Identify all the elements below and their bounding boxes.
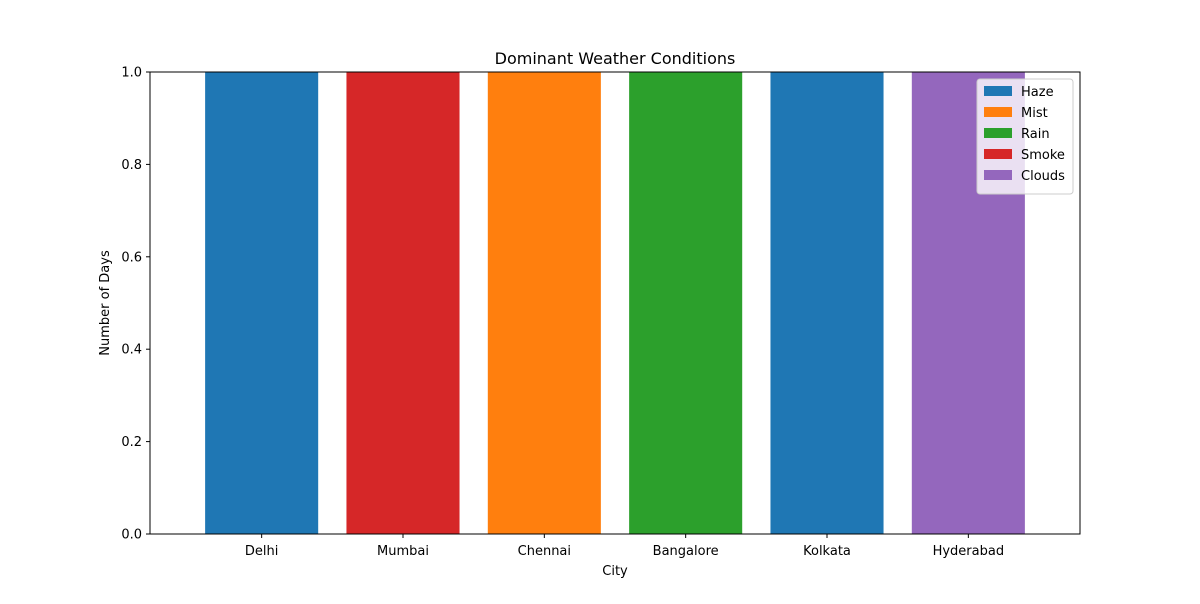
x-tick-label-kolkata: Kolkata: [803, 544, 851, 559]
x-tick-label-delhi: Delhi: [245, 544, 278, 559]
bar-kolkata: [770, 72, 883, 534]
y-axis-label: Number of Days: [98, 250, 113, 356]
chart-title: Dominant Weather Conditions: [495, 49, 736, 68]
legend-label-smoke: Smoke: [1021, 148, 1065, 163]
y-tick-label: 0.4: [121, 343, 142, 358]
legend-swatch-smoke: [984, 149, 1012, 159]
x-tick-label-chennai: Chennai: [518, 544, 571, 559]
x-tick-label-hyderabad: Hyderabad: [933, 544, 1005, 559]
bar-mumbai: [346, 72, 459, 534]
y-tick-label: 0.6: [121, 250, 142, 265]
legend-label-mist: Mist: [1021, 106, 1048, 121]
y-tick-label: 0.0: [121, 528, 142, 543]
bar-chennai: [488, 72, 601, 534]
legend-label-haze: Haze: [1021, 85, 1054, 100]
bar-bangalore: [629, 72, 742, 534]
legend-label-rain: Rain: [1021, 127, 1050, 142]
legend-swatch-clouds: [984, 170, 1012, 180]
x-axis-label: City: [602, 564, 628, 579]
legend-swatch-rain: [984, 128, 1012, 138]
x-tick-label-mumbai: Mumbai: [377, 544, 429, 559]
y-tick-label: 0.8: [121, 158, 142, 173]
y-tick-label: 0.2: [121, 435, 142, 450]
x-tick-label-bangalore: Bangalore: [653, 544, 719, 559]
legend-label-clouds: Clouds: [1021, 169, 1065, 184]
bar-delhi: [205, 72, 318, 534]
legend-swatch-mist: [984, 107, 1012, 117]
y-tick-label: 1.0: [121, 66, 142, 81]
bars-layer: [205, 72, 1025, 534]
legend: Haze Mist Rain Smoke Clouds: [977, 79, 1073, 194]
legend-swatch-haze: [984, 86, 1012, 96]
